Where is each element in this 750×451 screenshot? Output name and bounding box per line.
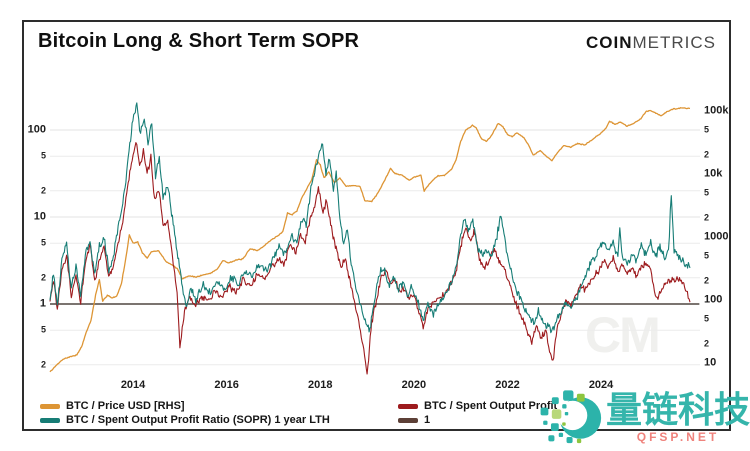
y-left-tick-10: 10 bbox=[33, 210, 46, 223]
y-left-tick-2: 2 bbox=[40, 272, 46, 283]
page-title: Bitcoin Long & Short Term SOPR bbox=[38, 30, 360, 52]
chart-card bbox=[22, 20, 731, 431]
y-right-tick-100000: 100k bbox=[704, 104, 729, 117]
y-right-tick-5000: 5 bbox=[704, 187, 710, 198]
y-left-tick-1: 1 bbox=[39, 297, 46, 310]
qfsp-watermark: 量链科技 QFSP.NET bbox=[538, 384, 750, 451]
x-tick-2016: 2016 bbox=[214, 379, 239, 391]
y-left-tick-20: 2 bbox=[40, 185, 46, 196]
legend-label: 1 bbox=[424, 414, 431, 426]
legend-item-0[interactable]: BTC / Price USD [RHS] bbox=[40, 400, 185, 412]
y-right-tick-10: 10 bbox=[704, 356, 717, 369]
y-right-tick-100: 100 bbox=[704, 293, 723, 306]
x-tick-2014: 2014 bbox=[120, 379, 146, 391]
coinmetrics-logo: COINMETRICS bbox=[586, 33, 716, 53]
y-right-tick-50000: 5 bbox=[704, 124, 710, 135]
coinmetrics-logo-light: METRICS bbox=[632, 33, 716, 52]
x-tick-2018: 2018 bbox=[308, 379, 333, 391]
qfsp-watermark-text: 量链科技 QFSP.NET bbox=[605, 388, 750, 444]
legend-label: BTC / Spent Output Profit Ratio (SOPR) 1… bbox=[66, 414, 330, 426]
coinmetrics-logo-bold: COIN bbox=[586, 33, 633, 52]
y-left-tick-50: 5 bbox=[40, 150, 46, 161]
legend-swatch-icon bbox=[40, 403, 60, 409]
y-right-tick-200: 2 bbox=[704, 275, 710, 286]
legend-swatch-icon bbox=[398, 403, 418, 409]
legend-label: BTC / Spent Output Profit bbox=[424, 400, 558, 412]
y-right-tick-10000: 10k bbox=[704, 167, 723, 180]
legend-item-3[interactable]: 1 bbox=[398, 414, 430, 426]
y-right-tick-20000: 2 bbox=[704, 149, 710, 160]
legend-item-2[interactable]: BTC / Spent Output Profit bbox=[398, 400, 557, 412]
qfsp-brand-url: QFSP.NET bbox=[636, 429, 720, 444]
y-right-tick-20: 2 bbox=[704, 338, 710, 349]
coinmetrics-cm-watermark: CM bbox=[585, 307, 661, 363]
y-left-tick-0.5: 5 bbox=[40, 324, 46, 335]
legend-swatch-icon bbox=[398, 417, 418, 423]
y-right-tick-50: 5 bbox=[704, 313, 710, 324]
legend-swatch-icon bbox=[40, 417, 60, 423]
x-tick-2022: 2022 bbox=[495, 379, 520, 391]
y-right-tick-500: 5 bbox=[704, 250, 710, 261]
qfsp-logo-icon bbox=[540, 389, 602, 443]
y-left-tick-5: 5 bbox=[40, 237, 46, 248]
x-tick-2020: 2020 bbox=[401, 379, 427, 391]
qfsp-brand-name: 量链科技 bbox=[605, 388, 750, 430]
y-left-tick-0.2: 2 bbox=[40, 359, 46, 370]
y-right-tick-1000: 1000 bbox=[704, 230, 729, 243]
y-left-tick-100: 100 bbox=[27, 123, 46, 136]
legend-item-1[interactable]: BTC / Spent Output Profit Ratio (SOPR) 1… bbox=[40, 414, 330, 426]
legend-label: BTC / Price USD [RHS] bbox=[66, 400, 185, 412]
x-tick-2024: 2024 bbox=[588, 379, 614, 391]
y-right-tick-2000: 2 bbox=[704, 212, 710, 223]
